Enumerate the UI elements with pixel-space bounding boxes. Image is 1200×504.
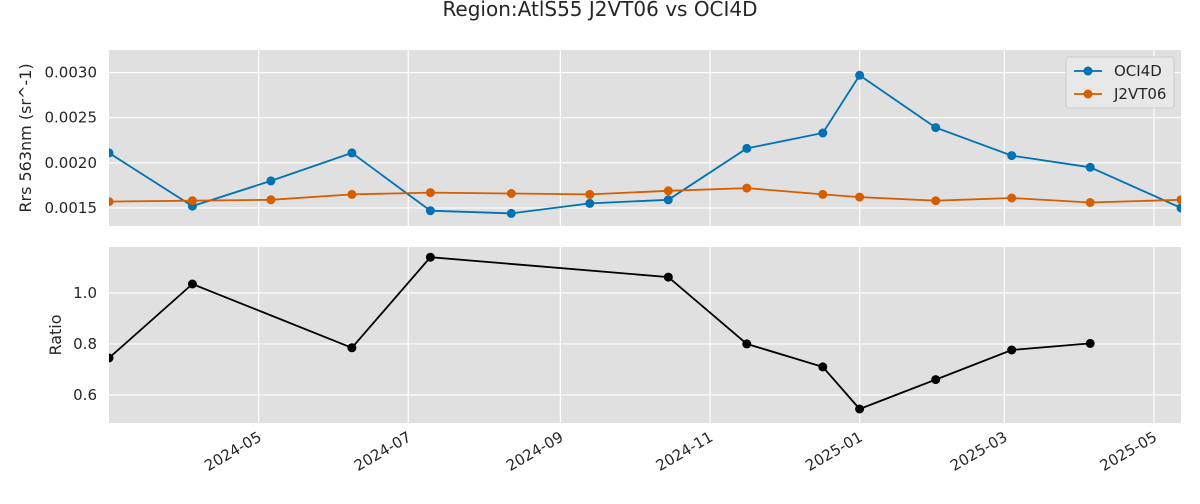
top-data-point-j2vt06 — [187, 196, 197, 206]
top-data-point-oci4d — [1085, 162, 1095, 172]
x-tick-label: 2025-05 — [1097, 428, 1160, 475]
top-data-point-j2vt06 — [742, 183, 752, 193]
bottom-data-point — [425, 252, 435, 262]
top-data-point-j2vt06 — [266, 195, 276, 205]
bottom-grid — [109, 247, 1181, 423]
top-y-tick-label: 0.0015 — [45, 199, 98, 217]
top-grid — [109, 50, 1181, 226]
legend-label-oci4d: OCI4D — [1114, 62, 1162, 80]
legend-box — [1065, 56, 1175, 109]
bottom-data-point — [109, 353, 114, 363]
bottom-y-axis-label: Ratio — [46, 314, 65, 355]
bottom-plot-area — [109, 247, 1181, 423]
top-data-point-oci4d — [585, 198, 595, 208]
top-y-tick-label: 0.0030 — [45, 64, 98, 82]
bottom-data-point — [742, 339, 752, 349]
bottom-y-tick-label: 1.0 — [73, 284, 97, 302]
top-data-point-oci4d — [931, 123, 941, 133]
top-y-axis-label: Rrs 563nm (sr^-1) — [16, 63, 35, 212]
top-data-point-j2vt06 — [425, 188, 435, 198]
top-data-point-oci4d — [425, 206, 435, 216]
bottom-panel: 0.60.81.0 Ratio 2024-05 2024-07 2024-09 202… — [46, 247, 1181, 475]
top-series — [109, 70, 1181, 218]
top-y-tick-label: 0.0025 — [45, 109, 98, 127]
x-tick-label: 2025-01 — [802, 428, 865, 475]
top-data-point-j2vt06 — [818, 189, 828, 199]
top-data-point-oci4d — [109, 148, 114, 158]
top-y-ticks: 0.0015 0.0020 0.0025 0.0030 — [45, 64, 98, 217]
top-data-point-j2vt06 — [506, 189, 516, 198]
top-data-point-j2vt06 — [585, 189, 595, 199]
bottom-data-point — [663, 272, 673, 282]
x-tick-label: 2024-07 — [351, 428, 414, 475]
bottom-y-ticks: 0.6 0.8 1.0 — [73, 284, 97, 404]
top-data-point-j2vt06 — [109, 197, 114, 207]
top-data-point-oci4d — [1007, 151, 1017, 161]
top-data-point-oci4d — [855, 70, 865, 80]
top-data-point-j2vt06 — [347, 189, 357, 199]
top-data-point-j2vt06 — [1176, 195, 1181, 205]
bottom-series — [109, 252, 1095, 414]
legend-marker-oci4d — [1083, 66, 1093, 76]
legend-label-j2vt06: J2VT06 — [1113, 85, 1166, 103]
legend-marker-j2vt06 — [1083, 89, 1093, 99]
x-tick-label: 2024-05 — [201, 428, 264, 475]
top-y-tick-label: 0.0020 — [45, 154, 98, 172]
x-tick-label: 2025-03 — [947, 428, 1010, 475]
top-data-point-j2vt06 — [931, 196, 941, 206]
top-data-point-oci4d — [818, 128, 828, 138]
bottom-data-point — [931, 375, 941, 385]
bottom-data-point — [1007, 345, 1017, 355]
top-data-point-j2vt06 — [1085, 198, 1095, 207]
top-data-point-oci4d — [663, 195, 673, 205]
bottom-y-tick-label: 0.8 — [73, 335, 97, 353]
bottom-data-point — [347, 343, 357, 353]
x-axis-ticks: 2024-05 2024-07 2024-09 2024-11 2025-01 2025-… — [201, 428, 1160, 475]
bottom-data-point — [818, 362, 828, 372]
top-data-point-oci4d — [742, 143, 752, 153]
top-data-point-oci4d — [1176, 203, 1181, 213]
bottom-data-point — [1085, 338, 1095, 348]
figure-title: Region:AtlS55 J2VT06 vs OCI4D — [442, 0, 757, 21]
top-plot-area — [109, 50, 1181, 226]
legend: OCI4D J2VT06 — [1065, 56, 1175, 109]
bottom-data-point — [187, 279, 197, 289]
top-data-point-j2vt06 — [855, 192, 865, 202]
top-panel: 0.0015 0.0020 0.0025 0.0030 Rrs 563nm (sr^-… — [16, 50, 1181, 226]
top-data-point-oci4d — [266, 176, 276, 186]
top-data-point-j2vt06 — [1007, 193, 1017, 203]
x-tick-label: 2024-11 — [653, 428, 716, 475]
bottom-y-tick-label: 0.6 — [73, 386, 97, 404]
x-tick-label: 2024-09 — [503, 428, 566, 475]
bottom-data-point — [855, 404, 865, 414]
top-data-point-j2vt06 — [663, 186, 673, 196]
top-data-point-oci4d — [347, 148, 357, 158]
top-data-point-oci4d — [506, 208, 516, 218]
